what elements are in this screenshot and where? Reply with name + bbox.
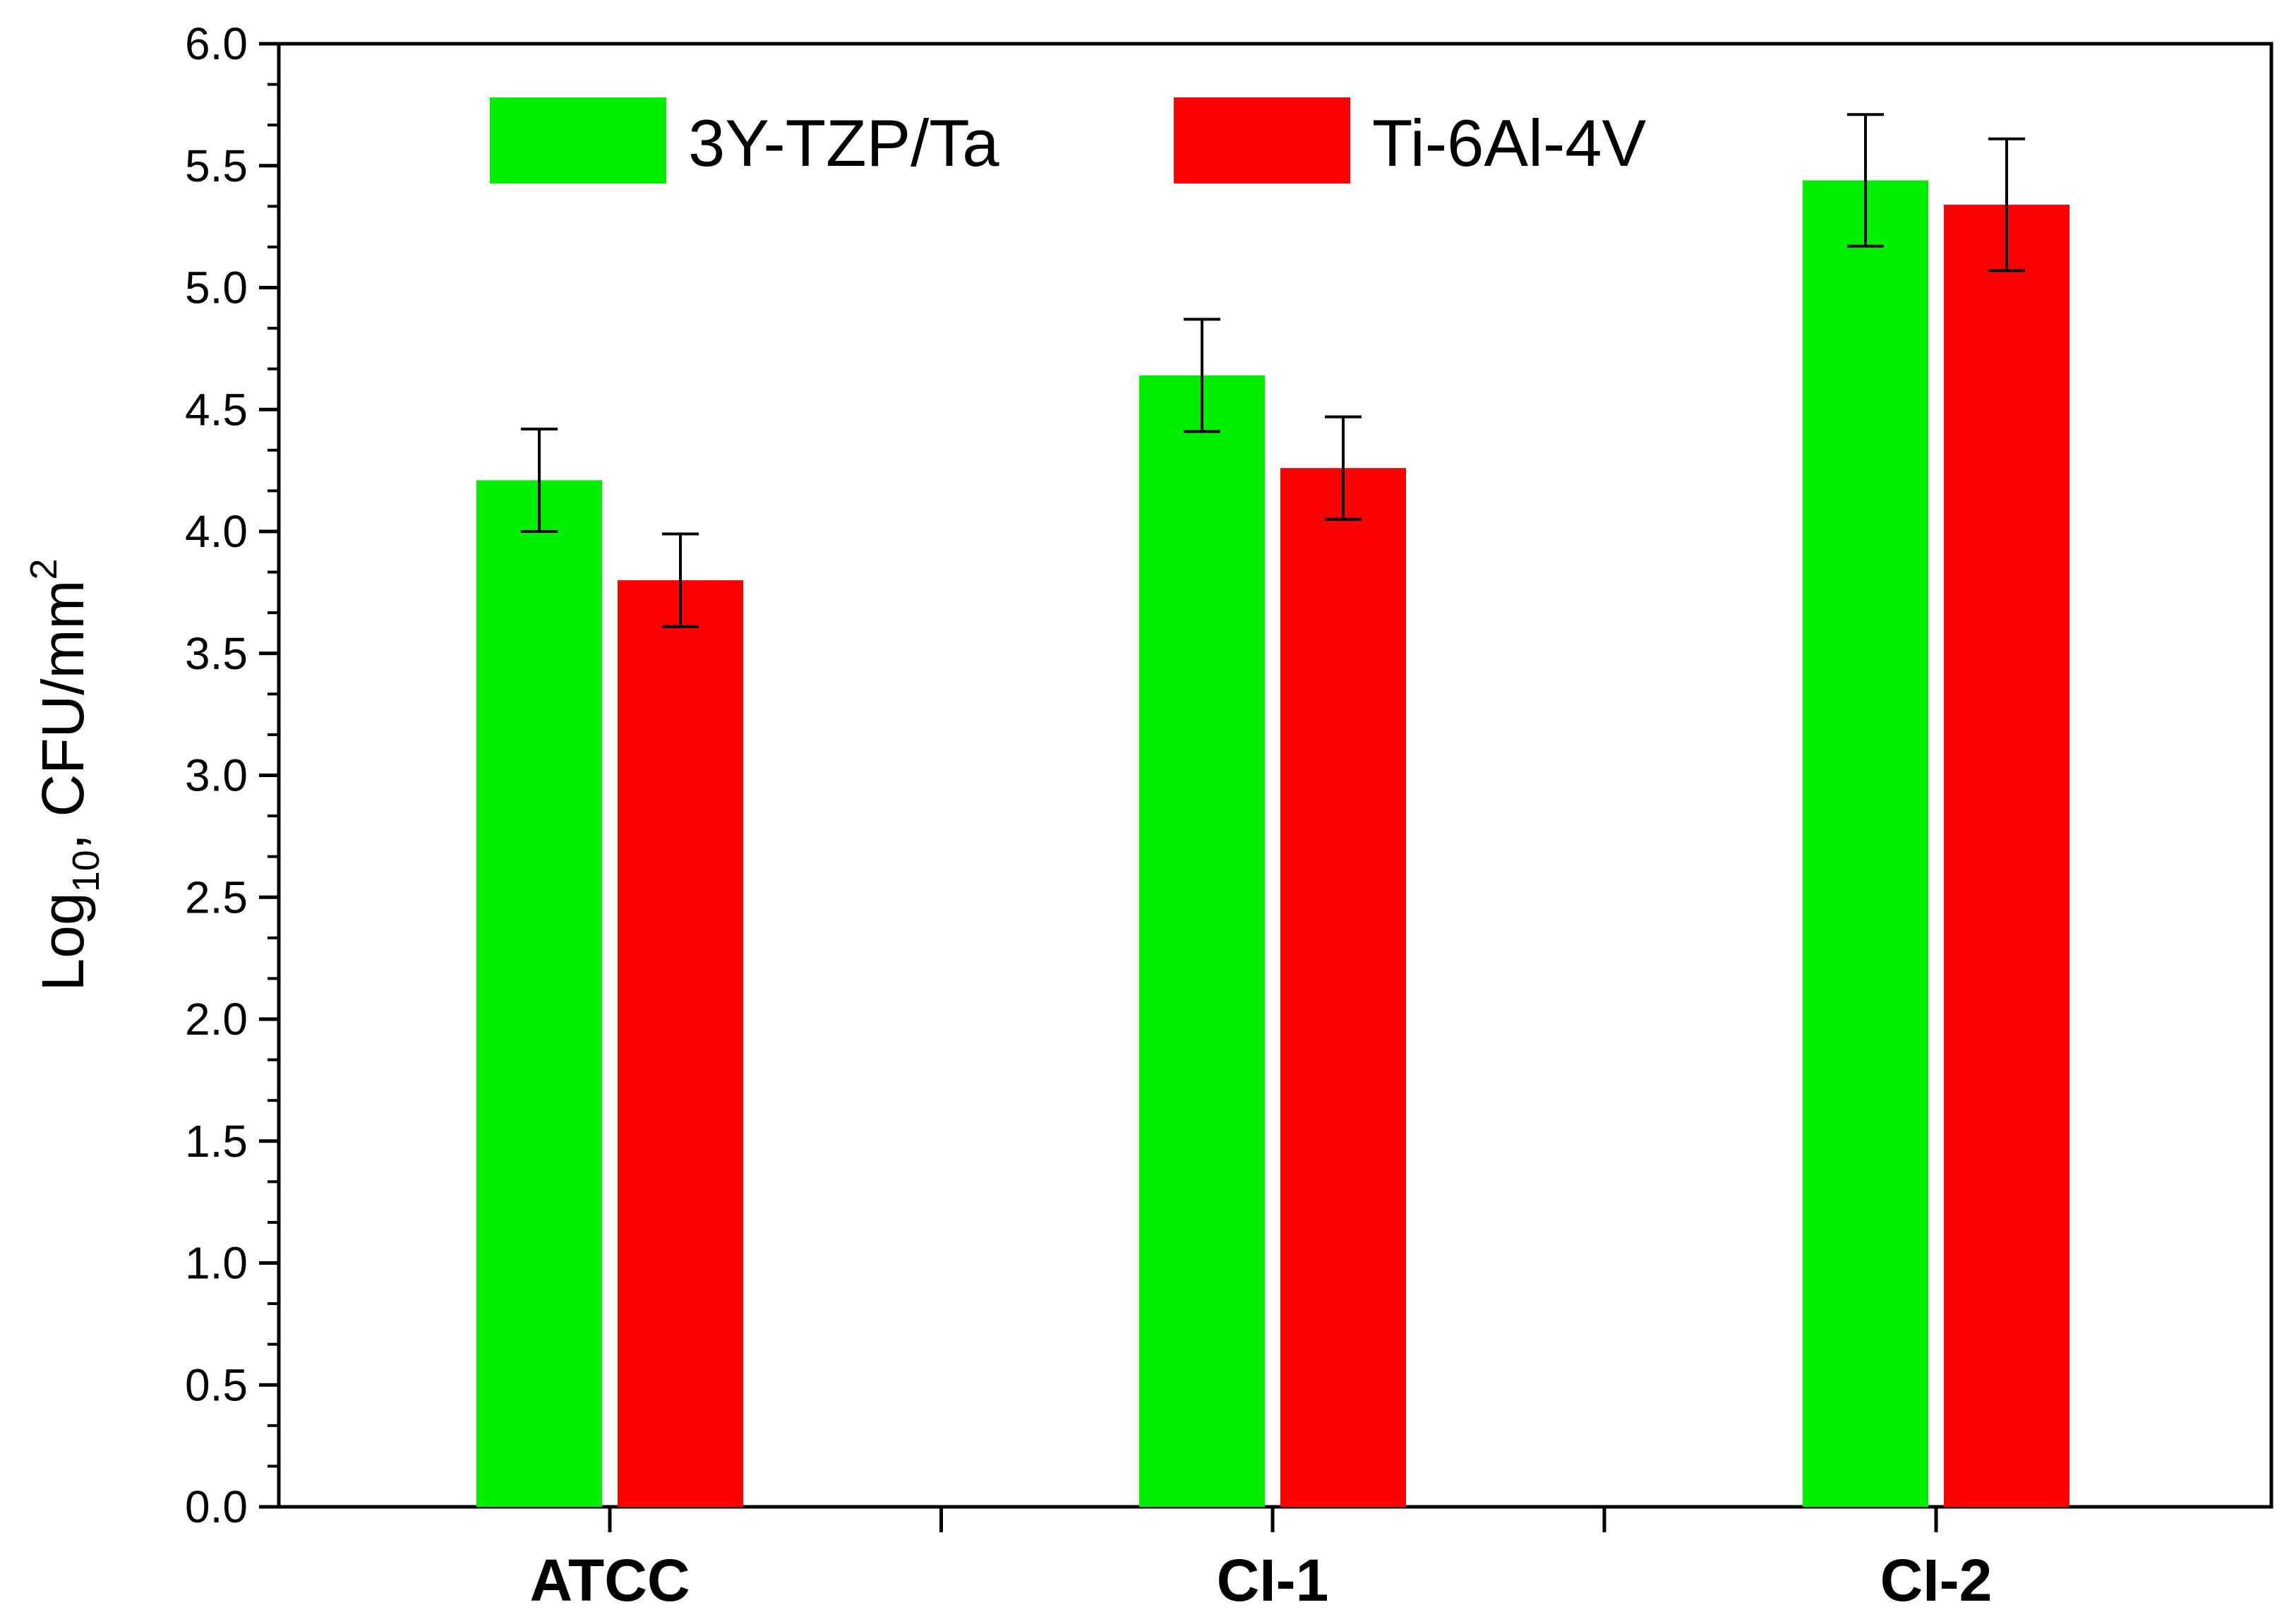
x-tick-label-ci-1: CI-1 bbox=[1217, 1547, 1329, 1613]
y-tick-label: 2.0 bbox=[185, 994, 248, 1045]
bar-ti-6al-4v-ci-1 bbox=[1280, 468, 1406, 1508]
y-axis-title-superscript: 2 bbox=[23, 559, 65, 580]
y-tick-label: 4.0 bbox=[185, 506, 248, 557]
error-bar-ti-6al-4v-ci-2 bbox=[1988, 137, 2025, 272]
y-tick-label: 0.0 bbox=[185, 1481, 248, 1532]
error-bar-3y-tzp-ta-ci-2 bbox=[1847, 113, 1884, 248]
y-axis-title: Log10, CFU/mm2 bbox=[23, 559, 107, 992]
error-bar-3y-tzp-ta-ci-1 bbox=[1184, 318, 1220, 433]
y-axis-title-prefix: Log bbox=[30, 892, 96, 991]
error-bar-ti-6al-4v-ci-1 bbox=[1325, 415, 1362, 521]
bar-3y-tzp-ta-atcc bbox=[476, 480, 602, 1507]
x-tick-label-atcc: ATCC bbox=[529, 1547, 690, 1613]
y-tick-label: 6.0 bbox=[185, 18, 248, 69]
y-tick-label: 1.0 bbox=[185, 1238, 248, 1289]
legend-swatch-ti-6al-4v bbox=[1174, 97, 1350, 184]
y-tick-label: 4.5 bbox=[185, 384, 248, 435]
legend-swatch-3y-tzp-ta bbox=[490, 97, 666, 184]
y-axis-ticks: 0.0 0.5 1.0 1.5 2.0 2.5 3.0 3.5 4.0 4.5 5.0 5.5 6.0 bbox=[185, 18, 279, 1532]
error-bar-3y-tzp-ta-atcc bbox=[521, 427, 558, 533]
error-bars-group bbox=[521, 113, 2025, 628]
legend-label-3y-tzp-ta: 3Y-TZP/Ta bbox=[688, 106, 999, 180]
y-tick-label: 1.5 bbox=[185, 1116, 248, 1167]
y-tick-label: 5.0 bbox=[185, 263, 248, 313]
y-tick-label: 5.5 bbox=[185, 140, 248, 191]
x-tick-label-ci-2: CI-2 bbox=[1880, 1547, 1993, 1613]
legend: 3Y-TZP/Ta Ti-6Al-4V bbox=[490, 97, 1647, 184]
y-tick-label: 3.0 bbox=[185, 750, 248, 801]
x-axis-ticks: ATCC CI-1 CI-2 bbox=[529, 1507, 1992, 1613]
error-bar-ti-6al-4v-atcc bbox=[662, 532, 699, 628]
y-axis-title-subscript: 10 bbox=[65, 850, 107, 892]
y-tick-label: 3.5 bbox=[185, 628, 248, 679]
bars-group bbox=[476, 180, 2069, 1508]
bar-3y-tzp-ta-ci-2 bbox=[1803, 180, 1928, 1508]
y-tick-label: 0.5 bbox=[185, 1359, 248, 1410]
y-axis-title-middle: , CFU/mm bbox=[30, 580, 96, 850]
bar-3y-tzp-ta-ci-1 bbox=[1139, 375, 1265, 1507]
y-tick-label: 2.5 bbox=[185, 872, 248, 922]
bar-ti-6al-4v-ci-2 bbox=[1944, 205, 2069, 1507]
bar-ti-6al-4v-atcc bbox=[618, 580, 743, 1507]
legend-label-ti-6al-4v: Ti-6Al-4V bbox=[1372, 106, 1647, 180]
